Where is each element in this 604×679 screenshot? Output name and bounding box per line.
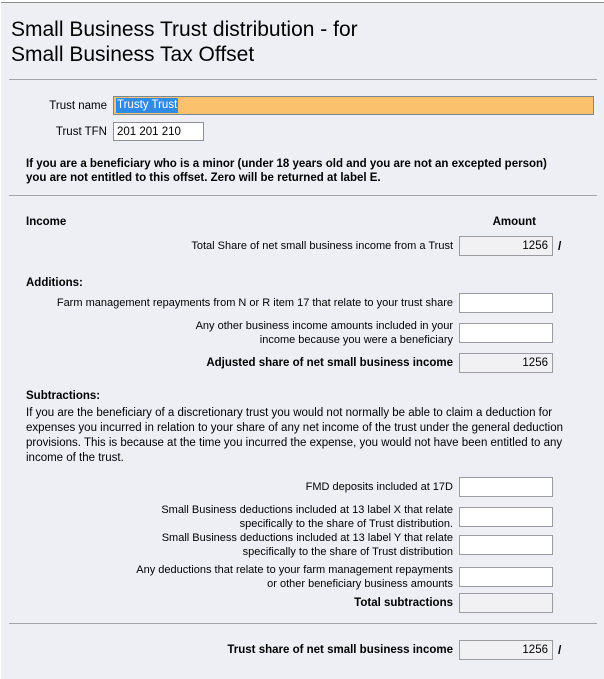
trust-share-result-label: Trust share of net small business income xyxy=(227,644,453,656)
fmd-deposits-input[interactable] xyxy=(459,477,553,497)
deductions-label-x-row: Small Business deductions included at 13… xyxy=(1,503,604,531)
subtractions-header-row: Subtractions: xyxy=(1,389,604,403)
other-business-income-label: Any other business income amounts includ… xyxy=(195,320,453,346)
fmd-deposits-label: FMD deposits included at 17D xyxy=(305,481,453,493)
trust-share-result-suffix: / xyxy=(558,643,562,657)
minor-warning-text: If you are a beneficiary who is a minor … xyxy=(26,158,547,184)
farm-deductions-row: Any deductions that relate to your farm … xyxy=(1,563,604,591)
deductions-label-y-label: Small Business deductions included at 13… xyxy=(161,532,453,558)
deductions-label-x-input[interactable] xyxy=(459,507,553,527)
amount-heading: Amount xyxy=(492,216,536,228)
trust-share-result-field: 1256 xyxy=(459,640,553,660)
total-share-label: Total Share of net small business income… xyxy=(191,240,453,252)
farm-repayments-label: Farm management repayments from N or R i… xyxy=(56,297,453,309)
fmd-deposits-row: FMD deposits included at 17D xyxy=(1,477,604,497)
deductions-label-y-row: Small Business deductions included at 13… xyxy=(1,531,604,559)
deductions-label-x-label: Small Business deductions included at 13… xyxy=(161,504,453,530)
adjusted-share-label: Adjusted share of net small business inc… xyxy=(206,357,453,369)
income-header-row: Income Amount xyxy=(1,215,604,229)
subtractions-heading: Subtractions: xyxy=(26,390,101,402)
trust-share-result-row: Trust share of net small business income… xyxy=(1,640,604,660)
trust-tfn-input[interactable] xyxy=(113,122,204,141)
page-title: Small Business Trust distribution - for … xyxy=(11,18,358,66)
income-heading: Income xyxy=(26,216,67,228)
total-subtractions-row: Total subtractions xyxy=(1,593,604,613)
divider xyxy=(9,79,597,80)
trust-name-input[interactable]: Trusty Trust xyxy=(113,96,594,115)
trust-name-label: Trust name xyxy=(49,99,107,112)
divider xyxy=(9,195,597,196)
divider xyxy=(9,623,597,624)
discretionary-trust-note: If you are the beneficiary of a discreti… xyxy=(26,407,563,464)
additions-heading: Additions: xyxy=(26,277,83,289)
total-share-field: 1256 xyxy=(459,236,553,256)
total-share-row: Total Share of net small business income… xyxy=(1,236,604,256)
total-subtractions-field xyxy=(459,593,553,613)
trust-tfn-row: Trust TFN xyxy=(1,122,604,141)
adjusted-share-field: 1256 xyxy=(459,353,553,373)
farm-repayments-input[interactable] xyxy=(459,293,553,313)
trust-name-row: Trust name Trusty Trust xyxy=(1,96,604,115)
adjusted-share-row: Adjusted share of net small business inc… xyxy=(1,353,604,373)
additions-header-row: Additions: xyxy=(1,276,604,290)
other-business-income-input[interactable] xyxy=(459,323,553,343)
farm-deductions-label: Any deductions that relate to your farm … xyxy=(136,564,453,590)
total-subtractions-label: Total subtractions xyxy=(354,597,453,609)
other-business-income-row: Any other business income amounts includ… xyxy=(1,319,604,347)
deductions-label-y-input[interactable] xyxy=(459,535,553,555)
selected-text: Trusty Trust xyxy=(116,98,179,113)
farm-deductions-input[interactable] xyxy=(459,567,553,587)
farm-repayments-row: Farm management repayments from N or R i… xyxy=(1,293,604,313)
trust-tfn-label: Trust TFN xyxy=(55,125,107,138)
total-share-suffix: / xyxy=(558,239,562,253)
